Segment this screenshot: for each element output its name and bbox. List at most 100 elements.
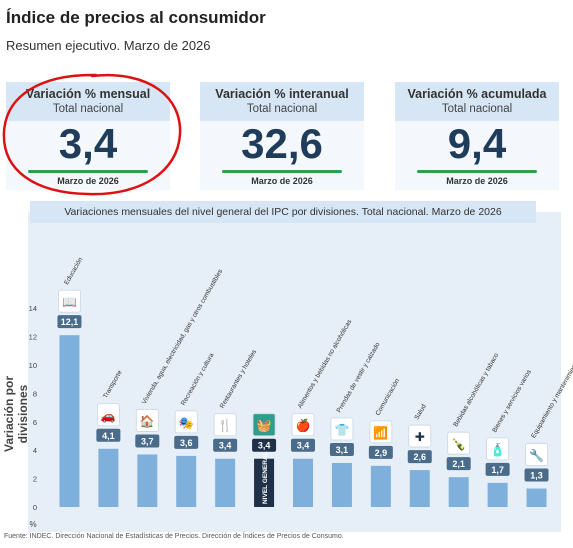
data-label-box: [485, 462, 510, 476]
icon-glyph: 🔧: [529, 448, 544, 463]
icon-box: [174, 410, 198, 434]
icon-box: [58, 289, 81, 313]
category-label: Recreación y cultura: [180, 352, 216, 407]
car-icon: 🚗: [96, 403, 120, 427]
data-label-text: 1,3: [530, 471, 543, 481]
icon-box: [486, 437, 510, 461]
bar: [448, 477, 469, 507]
category-label: NIVEL GENERAL: [262, 451, 269, 504]
icon-box: [525, 443, 548, 466]
category-label: Educación: [63, 256, 84, 286]
data-label: 3,6: [174, 435, 199, 449]
y-tick-label: 14: [29, 304, 37, 313]
fork-knife-icon: 🍴: [213, 413, 237, 437]
data-label-text: 4,1: [102, 431, 115, 441]
icon-box: [408, 424, 432, 448]
data-label-text: 12,1: [61, 317, 79, 327]
data-label: 12,1: [57, 315, 82, 329]
data-label: 1,3: [524, 468, 549, 482]
book-icon: 📖: [58, 289, 81, 313]
shirt-icon: 👕: [330, 417, 354, 441]
data-label-box: [446, 457, 471, 471]
card-accent-line: [222, 170, 342, 173]
data-label-text: 3,1: [336, 445, 349, 455]
category-label: Comunicación: [375, 377, 402, 417]
icon-glyph: 🧴: [490, 443, 505, 457]
icon-glyph: 🧺: [257, 419, 272, 433]
page-subtitle: Resumen ejecutivo. Marzo de 2026: [6, 38, 211, 53]
data-label-box: [135, 434, 160, 448]
card-title: Variación % mensual: [25, 87, 151, 101]
y-tick-label: 4: [33, 446, 37, 455]
data-label-text: 3,6: [180, 438, 193, 448]
y-tick-label: 2: [33, 475, 37, 484]
icon-box: [252, 413, 276, 437]
data-label: 3,4: [213, 438, 238, 452]
icon-glyph: 🍎: [296, 418, 311, 433]
bar: [137, 454, 158, 507]
category-label: Equipamiento y mantenimiento del hogar: [530, 333, 573, 440]
annotation-circle: [2, 73, 182, 196]
data-label: 3,1: [329, 442, 354, 456]
data-label: 3,4: [291, 438, 315, 452]
card-subtitle: Total nacional: [246, 103, 318, 115]
card-accent-line: [28, 170, 148, 173]
bar: [487, 482, 508, 507]
bar: [409, 470, 430, 507]
category-label: Transporte: [102, 369, 124, 400]
perfume-icon: 🧴: [486, 437, 510, 461]
icon-glyph: 🍴: [218, 419, 233, 433]
y-tick-label: 10: [29, 361, 37, 370]
bar: [370, 465, 391, 507]
data-label-box: [368, 445, 393, 459]
card-header: Variación % acumulada Total nacional: [395, 82, 559, 121]
data-label-text: 3,4: [258, 441, 271, 451]
category-label: Prendas de vestir y calzado: [336, 341, 382, 414]
card-date: Marzo de 2026: [446, 176, 508, 186]
data-label-box: [407, 450, 432, 464]
data-label: 2,6: [407, 450, 432, 464]
y-tick-label: 8: [33, 389, 37, 398]
card-subtitle: Total nacional: [52, 103, 124, 115]
wifi-icon: 📶: [369, 420, 393, 444]
icon-glyph: 📖: [62, 295, 77, 309]
category-label: Bebidas alcohólicas y tabaco: [452, 352, 500, 428]
data-label-box: [213, 438, 238, 452]
data-label-box: [96, 428, 121, 442]
data-label: 3,4: [252, 438, 277, 452]
data-label-box: [57, 315, 82, 329]
card-date: Marzo de 2026: [57, 176, 119, 186]
card-monthly: Variación % mensual Total nacional 3,4 M…: [6, 82, 170, 190]
icon-glyph: ✚: [415, 430, 425, 444]
page-title: Índice de precios al consumidor: [6, 8, 266, 27]
card-subtitle: Total nacional: [441, 103, 513, 115]
bottle-icon: 🍾: [447, 431, 471, 455]
data-label-box: [252, 438, 277, 452]
bar: [254, 458, 275, 507]
bar: [176, 455, 197, 507]
category-label: Vivienda, agua, electricidad, gas y otro…: [141, 267, 225, 405]
chart-title: Variaciones mensuales del nivel general …: [30, 201, 536, 223]
source-note: Fuente: INDEC. Dirección Nacional de Est…: [4, 533, 344, 540]
card-accent-line: [417, 170, 537, 173]
card-title: Variación % acumulada: [407, 87, 547, 101]
icon-glyph: 📶: [373, 426, 388, 440]
icon-glyph: 🏠: [140, 414, 155, 428]
y-tick-label: 6: [33, 418, 37, 427]
category-label: Bienes y servicios varios: [491, 368, 533, 434]
icon-glyph: 🎭: [179, 416, 194, 430]
data-label-box: [174, 435, 199, 449]
card-accumulated: Variación % acumulada Total nacional 9,4…: [395, 82, 559, 190]
y-tick-label: 12: [29, 333, 37, 342]
y-unit-label: %: [29, 520, 36, 529]
card-date: Marzo de 2026: [251, 176, 313, 186]
icon-box: [96, 403, 120, 427]
bar: [526, 488, 547, 507]
tools-icon: 🔧: [525, 443, 548, 466]
theater-icon: 🎭: [174, 410, 198, 434]
icon-glyph: 🚗: [101, 409, 116, 423]
card-header: Variación % interanual Total nacional: [200, 82, 364, 121]
data-label-text: 3,4: [219, 441, 232, 451]
data-label-text: 2,6: [414, 452, 427, 462]
